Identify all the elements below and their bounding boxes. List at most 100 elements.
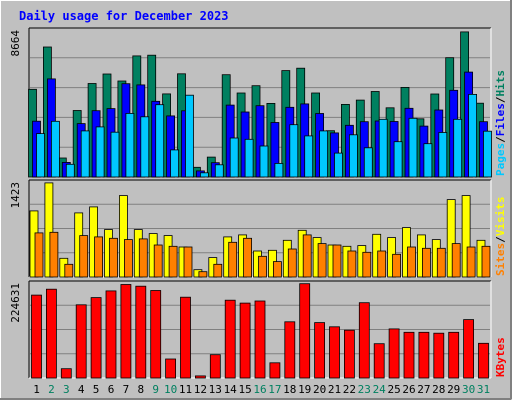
legend-files: Files (494, 103, 507, 136)
middle-max-label: 1423 (9, 182, 22, 209)
top-max-label: 8664 (9, 30, 22, 57)
pages-bar-day-10 (170, 149, 180, 178)
day-label-28: 28 (432, 383, 445, 396)
kbytes-bar-day-22 (343, 329, 355, 379)
day-label-21: 21 (328, 383, 341, 396)
sites-bar-day-29 (451, 243, 461, 278)
pages-bar-day-9 (155, 104, 165, 178)
day-label-27: 27 (417, 383, 430, 396)
pages-bar-day-22 (348, 134, 358, 178)
visits-bar-day-30 (461, 195, 471, 278)
pages-bar-day-1 (36, 133, 45, 178)
sites-bar-day-15 (243, 237, 253, 278)
pages-bar-day-6 (110, 131, 120, 178)
sites-bar-day-25 (392, 253, 402, 278)
day-label-11: 11 (179, 383, 192, 396)
kbytes-bar-day-12 (194, 375, 206, 379)
day-label-3: 3 (63, 383, 70, 396)
sites-bar-day-19 (302, 234, 312, 278)
sites-bar-day-11 (183, 246, 193, 278)
sites-bar-day-3 (64, 263, 74, 278)
pages-bar-day-24 (378, 118, 388, 178)
middle-legend: Sites/Visits (494, 197, 507, 277)
day-label-24: 24 (373, 383, 387, 396)
pages-bar-day-20 (319, 130, 329, 178)
legend-separator: / (494, 136, 507, 143)
day-label-19: 19 (298, 383, 311, 396)
day-label-30: 30 (462, 383, 475, 396)
kbytes-bar-day-21 (329, 326, 340, 379)
sites-visits-panel: 1423 Sites/Visits (9, 179, 507, 278)
pages-bar-day-29 (453, 118, 463, 178)
legend-separator: / (494, 236, 507, 243)
day-label-10: 10 (164, 383, 177, 396)
pages-bar-day-28 (438, 132, 448, 178)
day-label-13: 13 (209, 383, 222, 396)
kbytes-bar-day-14 (224, 299, 236, 379)
kbytes-bar-day-2 (46, 288, 57, 379)
pages-bar-day-19 (304, 135, 314, 178)
sites-bar-day-2 (49, 231, 59, 278)
sites-bar-day-20 (317, 243, 327, 278)
sites-bar-day-6 (109, 237, 118, 278)
pages-bar-day-16 (259, 145, 269, 178)
day-label-5: 5 (93, 383, 100, 396)
sites-bar-day-17 (272, 261, 282, 278)
kbytes-bar-day-5 (90, 297, 102, 379)
legend-sites: Sites (494, 243, 507, 276)
hits-files-pages-panel: 8664 Pages/Files/Hits (9, 27, 507, 178)
pages-bar-day-31 (483, 130, 492, 178)
sites-bar-day-27 (421, 247, 431, 278)
kbytes-bar-day-4 (75, 304, 87, 379)
kbytes-bar-day-23 (358, 302, 370, 379)
kbytes-bar-day-31 (478, 342, 489, 379)
legend-visits: Visits (494, 197, 507, 237)
kbytes-bar-day-29 (448, 331, 460, 379)
sites-bar-day-23 (362, 251, 372, 278)
day-label-17: 17 (268, 383, 281, 396)
pages-bar-day-14 (229, 137, 239, 178)
day-label-4: 4 (78, 383, 85, 396)
day-label-20: 20 (313, 383, 326, 396)
sites-bar-day-21 (332, 244, 342, 278)
kbytes-bar-day-9 (150, 290, 162, 379)
day-label-26: 26 (402, 383, 415, 396)
pages-bar-day-23 (363, 147, 373, 178)
pages-bar-day-27 (423, 143, 433, 178)
legend-separator: / (494, 96, 507, 103)
visits-bar-day-2 (44, 182, 54, 278)
pages-bar-day-8 (140, 116, 150, 178)
kbytes-bar-day-24 (373, 343, 385, 379)
sites-bar-day-24 (377, 250, 387, 278)
kbytes-bar-day-7 (120, 284, 132, 379)
kbytes-bar-day-6 (105, 290, 117, 379)
bottom-legend: KBytes (494, 337, 507, 377)
pages-bar-day-7 (125, 113, 135, 178)
legend-kbytes: KBytes (494, 337, 507, 377)
sites-bar-day-18 (287, 248, 297, 278)
sites-bar-day-30 (466, 246, 476, 278)
pages-bar-day-11 (185, 94, 194, 178)
pages-bar-day-21 (334, 152, 343, 178)
kbytes-bar-day-1 (31, 294, 42, 379)
pages-bar-day-30 (468, 94, 478, 178)
visits-bar-day-7 (119, 195, 128, 278)
day-label-7: 7 (123, 383, 130, 396)
top-legend: Pages/Files/Hits (494, 70, 507, 176)
day-axis: 1 2 3 4 5 6 7 8 9 10 11 12 13 14 15 16 17 18 19 20 21 22 23 24 2… (33, 383, 490, 396)
pages-bar-day-26 (408, 117, 418, 178)
pages-bar-day-13 (214, 164, 224, 178)
kbytes-bar-day-15 (239, 302, 251, 379)
pages-bar-day-3 (65, 163, 75, 178)
pages-bar-day-18 (289, 124, 299, 178)
sites-bar-day-22 (347, 250, 357, 278)
sites-bar-day-9 (153, 244, 163, 278)
pages-bar-day-12 (199, 172, 209, 178)
pages-bar-day-5 (95, 126, 105, 178)
sites-bar-day-16 (258, 255, 267, 278)
day-label-31: 31 (477, 383, 490, 396)
kbytes-bar-day-8 (135, 285, 147, 379)
day-label-14: 14 (224, 383, 238, 396)
day-label-25: 25 (387, 383, 400, 396)
